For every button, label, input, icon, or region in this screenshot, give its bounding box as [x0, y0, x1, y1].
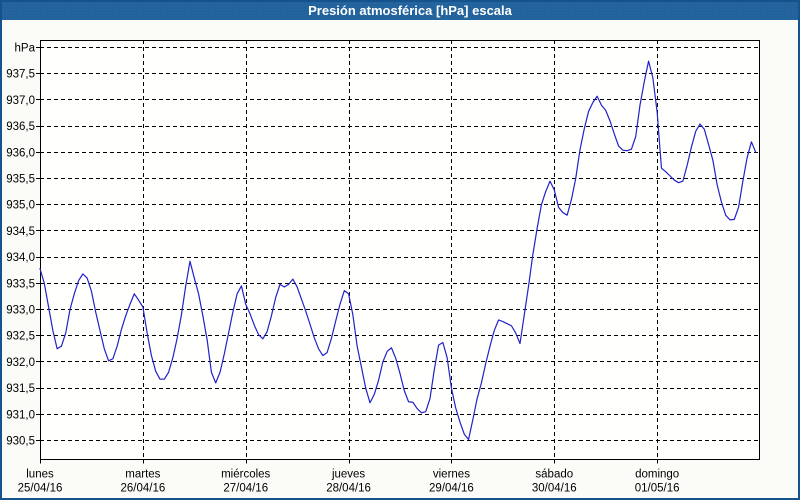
y-tick-label: 931,0	[6, 409, 35, 421]
axis-ticks	[36, 47, 658, 464]
plot-border	[40, 40, 760, 460]
x-day-name-label: viernes	[433, 469, 470, 481]
plot-area	[40, 40, 760, 460]
x-day-name-label: jueves	[331, 469, 365, 481]
x-day-name-label: domingo	[635, 469, 679, 481]
x-day-date-label: 27/04/16	[223, 483, 268, 495]
y-tick-label: 932,0	[6, 357, 35, 369]
y-tick-label: 933,0	[6, 305, 35, 317]
x-day-name-label: lunes	[26, 469, 54, 481]
y-tick-label: 930,5	[6, 436, 35, 448]
y-tick-label: 932,5	[6, 331, 35, 343]
x-day-name-label: miércoles	[221, 469, 270, 481]
y-axis-labels: hPa 937,5 937,0 936,5 936,0 935,5 935,0 934,5 93…	[6, 43, 35, 448]
window-title: Presión atmosférica [hPa] escala	[308, 3, 512, 18]
y-tick-label: 933,5	[6, 278, 35, 290]
title-bar: Presión atmosférica [hPa] escala	[2, 2, 798, 20]
y-tick-label: 935,5	[6, 174, 35, 186]
pressure-series-line	[39, 60, 757, 441]
y-tick-label: 934,0	[6, 252, 35, 264]
x-day-name-label: sábado	[535, 469, 573, 481]
y-axis-unit-label: hPa	[15, 43, 36, 55]
y-tick-label: 935,0	[6, 200, 35, 212]
x-day-date-label: 28/04/16	[326, 483, 371, 495]
x-day-date-label: 29/04/16	[429, 483, 474, 495]
y-tick-label: 936,5	[6, 121, 35, 133]
y-tick-label: 934,5	[6, 226, 35, 238]
x-day-name-label: martes	[125, 469, 160, 481]
y-tick-label: 931,5	[6, 383, 35, 395]
gridlines	[40, 40, 760, 460]
chart-host: hPa 937,5 937,0 936,5 936,0 935,5 935,0 934,5 93…	[2, 20, 798, 498]
x-axis-labels: lunes 25/04/16 martes 26/04/16 miércoles 27/0…	[18, 469, 680, 495]
x-day-date-label: 01/05/16	[635, 483, 680, 495]
x-day-date-label: 30/04/16	[532, 483, 577, 495]
y-tick-label: 936,0	[6, 147, 35, 159]
x-day-date-label: 25/04/16	[18, 483, 63, 495]
pressure-line-chart: hPa 937,5 937,0 936,5 936,0 935,5 935,0 934,5 93…	[6, 40, 760, 495]
y-tick-label: 937,5	[6, 69, 35, 81]
y-tick-label: 937,0	[6, 95, 35, 107]
x-day-date-label: 26/04/16	[120, 483, 165, 495]
